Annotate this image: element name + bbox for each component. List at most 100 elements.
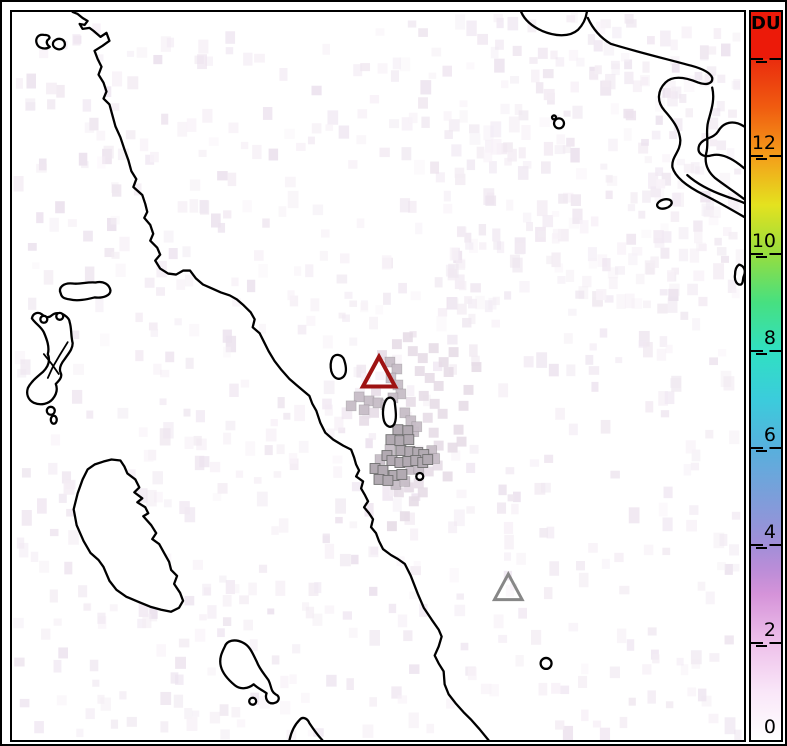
noise-cell — [693, 270, 705, 282]
noise-cell — [498, 634, 508, 643]
noise-cell — [608, 276, 618, 290]
noise-cell — [505, 584, 515, 597]
noise-cell — [671, 63, 680, 73]
noise-cell — [658, 391, 669, 406]
noise-cell — [370, 546, 379, 555]
noise-cell — [313, 728, 324, 737]
noise-cell — [733, 202, 743, 212]
noise-cell — [258, 323, 267, 334]
noise-cell — [458, 280, 467, 291]
noise-cell — [599, 727, 611, 740]
noise-cell — [496, 502, 507, 514]
noise-cell — [696, 242, 707, 252]
noise-cell — [174, 318, 182, 326]
noise-cell — [179, 501, 190, 515]
noise-cell — [506, 199, 514, 211]
noise-cell — [308, 582, 319, 597]
noise-cell — [78, 152, 88, 166]
noise-cell — [466, 62, 475, 70]
plume-cell-core — [392, 424, 404, 436]
noise-cell — [443, 190, 451, 202]
noise-cell — [217, 628, 225, 638]
noise-cell — [288, 453, 298, 464]
noise-cell — [494, 58, 505, 73]
noise-cell — [199, 199, 208, 214]
noise-cell — [626, 233, 637, 245]
noise-cell — [464, 232, 472, 243]
noise-cell — [89, 659, 99, 672]
noise-cell — [357, 109, 368, 119]
noise-cell — [225, 580, 235, 595]
noise-cell — [279, 701, 291, 715]
noise-cell — [705, 197, 714, 210]
noise-cell — [507, 16, 519, 31]
noise-cell — [456, 489, 467, 499]
plume-cell-core — [394, 435, 406, 447]
noise-cell — [192, 559, 204, 570]
noise-cell — [119, 236, 130, 252]
noise-cell — [339, 553, 351, 567]
noise-cell — [159, 428, 171, 446]
noise-cell — [627, 204, 636, 212]
noise-cell — [265, 428, 277, 442]
noise-cell — [659, 289, 668, 296]
noise-cell — [198, 39, 209, 54]
noise-cell — [588, 258, 598, 269]
noise-cell — [719, 533, 728, 546]
noise-cell — [498, 484, 507, 496]
noise-cell — [560, 685, 570, 695]
noise-cell — [410, 291, 421, 301]
plume-cell-faint — [424, 373, 435, 383]
noise-cell — [365, 438, 373, 449]
plume-cell-core — [377, 465, 389, 476]
noise-cell — [717, 562, 726, 571]
noise-cell — [14, 350, 26, 365]
noise-cell — [550, 50, 558, 60]
noise-cell — [662, 517, 673, 532]
plume-cell-faint — [402, 332, 413, 343]
noise-cell — [724, 717, 736, 735]
noise-cell — [138, 488, 148, 503]
islet-northeast-ring — [552, 117, 566, 130]
noise-cell — [401, 147, 412, 161]
noise-cell — [557, 228, 569, 242]
plume-cell-faint — [405, 396, 416, 407]
noise-cell — [451, 144, 462, 157]
noise-cell — [125, 130, 136, 140]
noise-cell — [727, 192, 739, 210]
noise-cell — [126, 716, 137, 727]
noise-cell — [139, 138, 149, 152]
plume-cell-faint — [432, 460, 443, 471]
noise-cell — [729, 544, 740, 556]
noise-cell — [353, 64, 363, 77]
noise-cell — [379, 147, 390, 158]
noise-cell — [111, 71, 123, 87]
noise-cell — [392, 498, 402, 512]
noise-cell — [685, 108, 694, 118]
noise-cell — [713, 263, 725, 280]
noise-cell — [535, 226, 546, 242]
noise-cell — [368, 433, 377, 440]
plume-cell-faint — [442, 471, 453, 482]
noise-cell — [84, 266, 95, 282]
noise-cell — [184, 436, 194, 449]
noise-cell — [447, 334, 458, 345]
noise-cell — [390, 70, 399, 82]
noise-cell — [697, 581, 706, 591]
noise-cell — [591, 381, 599, 392]
noise-cell — [342, 314, 350, 322]
noise-cell — [72, 34, 81, 46]
noise-cell — [222, 617, 232, 626]
noise-cell — [21, 468, 31, 478]
noise-cell — [475, 295, 485, 310]
noise-cell — [582, 275, 592, 288]
noise-cell — [195, 410, 205, 423]
noise-cell — [460, 642, 469, 651]
noise-cell — [410, 566, 422, 576]
noise-cell — [298, 440, 309, 453]
noise-cell — [311, 85, 322, 96]
noise-cell — [566, 137, 575, 147]
noise-cell — [731, 80, 740, 89]
coastline-north-cape — [520, 12, 589, 37]
noise-cell — [554, 145, 566, 155]
